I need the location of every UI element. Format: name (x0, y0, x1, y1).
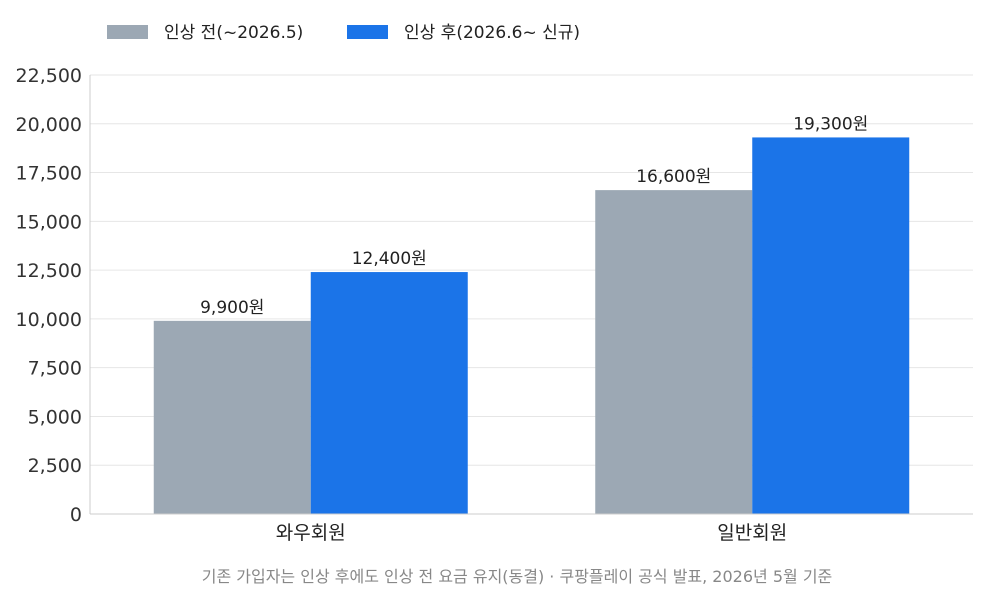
x-tick-label: 일반회원 (717, 522, 787, 544)
bar (310, 272, 468, 514)
bar (153, 320, 311, 514)
data-label: 9,900원 (200, 298, 264, 318)
x-tick-label: 와우회원 (276, 522, 346, 544)
legend: 인상 전(~2026.5) 인상 후(2026.6~ 신규) (107, 23, 580, 43)
legend-swatch (107, 25, 148, 39)
data-label: 16,600원 (636, 167, 711, 187)
data-label: 12,400원 (352, 249, 427, 269)
legend-label: 인상 후(2026.6~ 신규) (404, 23, 580, 43)
y-tick-label: 2,500 (28, 455, 82, 477)
footnote: 기존 가입자는 인상 후에도 인상 전 요금 유지(동결) · 쿠팡플레이 공식… (202, 567, 833, 586)
y-tick-label: 0 (70, 504, 82, 526)
bar (595, 190, 753, 515)
data-label: 19,300원 (793, 114, 868, 134)
bars: 9,900원 12,400원 16,600원 19,300원 (153, 114, 910, 515)
x-axis: 와우회원 일반회원 (90, 513, 973, 544)
y-tick-label: 12,500 (16, 260, 82, 282)
y-axis: 0 2,500 5,000 7,500 10,000 12,500 15,000 17,500… (16, 65, 91, 526)
y-tick-label: 15,000 (16, 211, 82, 233)
y-tick-label: 20,000 (16, 114, 82, 136)
y-tick-label: 10,000 (16, 309, 82, 331)
bar (752, 137, 910, 515)
y-tick-label: 17,500 (16, 163, 82, 185)
y-tick-label: 22,500 (16, 65, 82, 87)
legend-label: 인상 전(~2026.5) (164, 23, 303, 43)
legend-swatch (347, 25, 388, 39)
y-tick-label: 7,500 (28, 358, 82, 380)
y-tick-label: 5,000 (28, 406, 82, 428)
